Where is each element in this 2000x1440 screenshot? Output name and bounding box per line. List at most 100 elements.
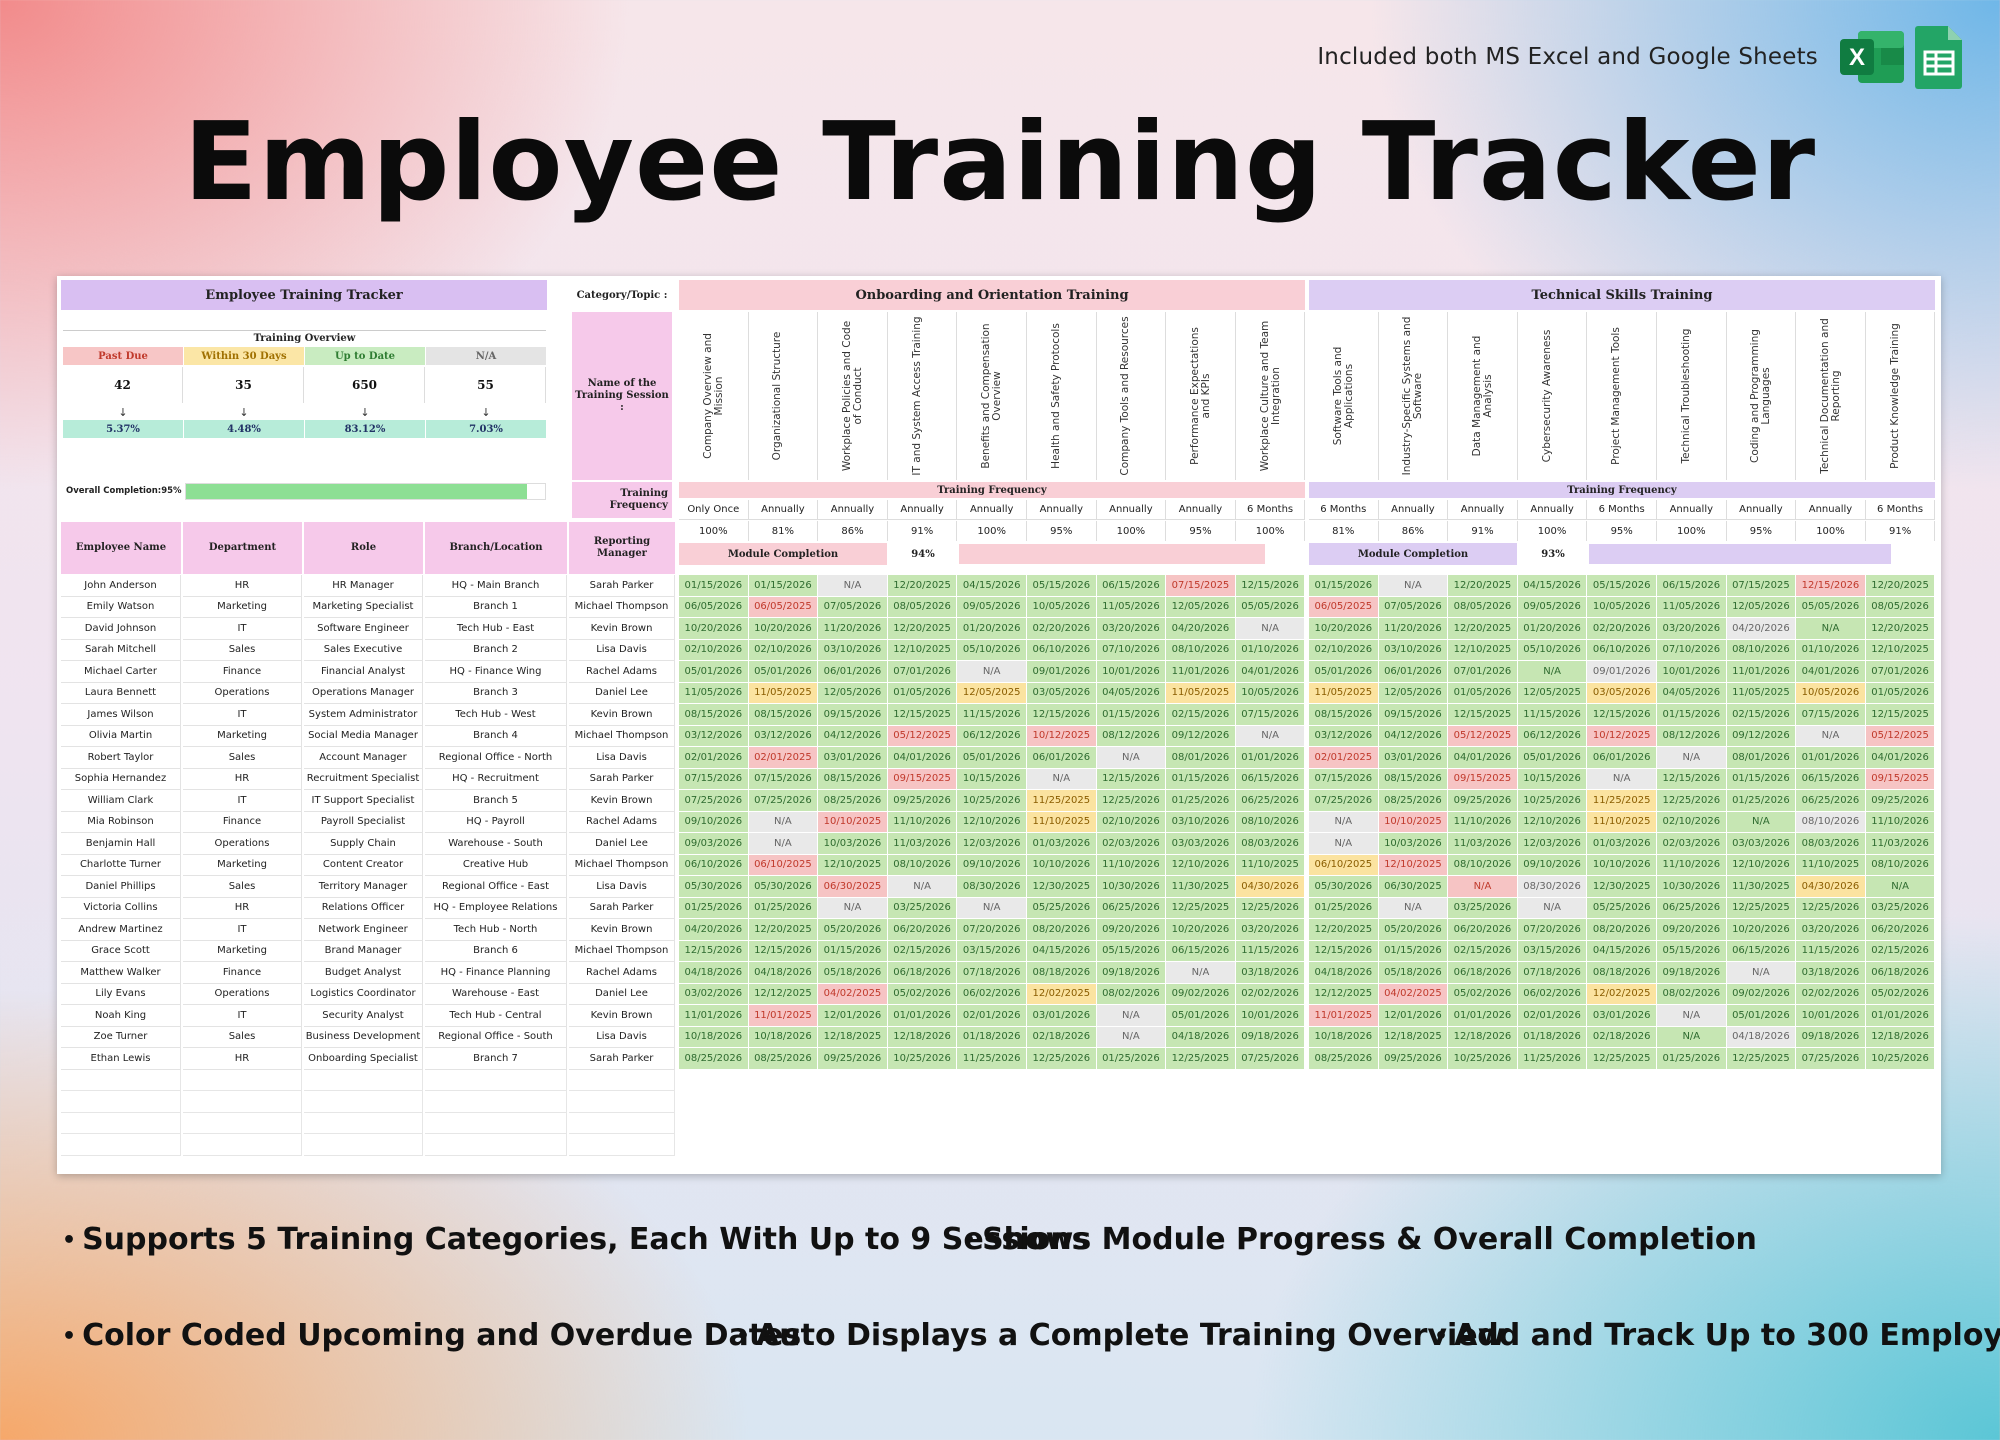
training-date-cell[interactable]: 11/15/2026: [957, 704, 1027, 726]
training-date-cell[interactable]: 09/12/2026: [1166, 725, 1236, 747]
training-date-cell[interactable]: 08/15/2026: [1378, 768, 1449, 790]
training-date-cell[interactable]: 02/10/2026: [1096, 811, 1167, 833]
training-date-cell[interactable]: 01/25/2026: [679, 897, 749, 919]
training-date-cell[interactable]: 08/02/2026: [1096, 983, 1167, 1005]
training-date-cell[interactable]: 12/30/2025: [1027, 876, 1097, 898]
training-date-cell[interactable]: 03/01/2026: [1027, 1005, 1097, 1027]
training-date-cell[interactable]: N/A: [1096, 747, 1167, 769]
training-date-cell[interactable]: 09/12/2026: [1726, 725, 1797, 747]
training-date-cell[interactable]: 09/18/2026: [1235, 1026, 1306, 1048]
training-date-cell[interactable]: 09/05/2026: [957, 596, 1027, 618]
training-date-cell[interactable]: 06/01/2026: [1587, 747, 1657, 769]
training-date-cell[interactable]: 07/25/2026: [1796, 1048, 1866, 1070]
training-date-cell[interactable]: 01/18/2026: [957, 1026, 1027, 1048]
training-date-cell[interactable]: 06/15/2026: [1796, 768, 1866, 790]
training-date-cell[interactable]: 06/02/2026: [1517, 983, 1588, 1005]
training-date-cell[interactable]: 04/12/2026: [1378, 725, 1449, 747]
training-date-cell[interactable]: 02/10/2026: [1657, 811, 1727, 833]
training-date-cell[interactable]: 12/20/2025: [1448, 618, 1518, 640]
training-date-cell[interactable]: 10/25/2026: [887, 1048, 958, 1070]
training-date-cell[interactable]: 08/30/2026: [1517, 876, 1588, 898]
training-date-cell[interactable]: 12/25/2026: [1796, 897, 1866, 919]
training-date-cell[interactable]: 08/10/2026: [1166, 639, 1236, 661]
training-date-cell[interactable]: 02/15/2026: [1726, 704, 1797, 726]
training-date-cell[interactable]: 03/15/2026: [1517, 940, 1588, 962]
training-date-cell[interactable]: 12/15/2026: [1587, 704, 1657, 726]
training-date-cell[interactable]: 12/18/2025: [818, 1026, 888, 1048]
training-date-cell[interactable]: 10/10/2025: [1378, 811, 1449, 833]
training-date-cell[interactable]: 11/10/2025: [1235, 854, 1306, 876]
training-date-cell[interactable]: 11/15/2026: [1517, 704, 1588, 726]
training-date-cell[interactable]: 01/15/2026: [1309, 575, 1379, 597]
training-date-cell[interactable]: 09/15/2025: [887, 768, 958, 790]
training-date-cell[interactable]: 12/01/2026: [818, 1005, 888, 1027]
training-date-cell[interactable]: 07/15/2026: [679, 768, 749, 790]
training-date-cell[interactable]: 12/20/2025: [1309, 919, 1379, 941]
training-date-cell[interactable]: 08/20/2026: [1587, 919, 1657, 941]
training-date-cell[interactable]: 08/03/2026: [1796, 833, 1866, 855]
training-date-cell[interactable]: 08/18/2026: [1027, 962, 1097, 984]
training-date-cell[interactable]: 11/15/2026: [1796, 940, 1866, 962]
training-date-cell[interactable]: 01/25/2026: [1096, 1048, 1167, 1070]
training-date-cell[interactable]: 08/18/2026: [1587, 962, 1657, 984]
training-date-cell[interactable]: 05/01/2026: [1517, 747, 1588, 769]
training-date-cell[interactable]: 04/18/2026: [748, 962, 819, 984]
training-date-cell[interactable]: 08/01/2026: [1166, 747, 1236, 769]
training-date-cell[interactable]: 10/01/2026: [1096, 661, 1167, 683]
training-date-cell[interactable]: 08/20/2026: [1027, 919, 1097, 941]
training-date-cell[interactable]: 07/20/2026: [1517, 919, 1588, 941]
training-date-cell[interactable]: 12/18/2025: [1378, 1026, 1449, 1048]
training-date-cell[interactable]: 07/20/2026: [957, 919, 1027, 941]
training-date-cell[interactable]: 06/15/2026: [1235, 768, 1306, 790]
training-date-cell[interactable]: 05/30/2026: [748, 876, 819, 898]
training-date-cell[interactable]: 11/10/2026: [1657, 854, 1727, 876]
training-date-cell[interactable]: 01/25/2026: [1726, 790, 1797, 812]
training-date-cell[interactable]: N/A: [1726, 811, 1797, 833]
training-date-cell[interactable]: 01/03/2026: [1587, 833, 1657, 855]
training-date-cell[interactable]: 08/30/2026: [957, 876, 1027, 898]
training-date-cell[interactable]: 08/01/2026: [1726, 747, 1797, 769]
training-date-cell[interactable]: 12/15/2026: [748, 940, 819, 962]
training-date-cell[interactable]: 12/01/2026: [1378, 1005, 1449, 1027]
training-date-cell[interactable]: 01/05/2026: [1865, 682, 1936, 704]
training-date-cell[interactable]: 01/15/2026: [1166, 768, 1236, 790]
training-date-cell[interactable]: N/A: [1096, 1005, 1167, 1027]
training-date-cell[interactable]: 10/25/2026: [1517, 790, 1588, 812]
training-date-cell[interactable]: 08/25/2026: [1309, 1048, 1379, 1070]
training-date-cell[interactable]: 11/01/2026: [1166, 661, 1236, 683]
training-date-cell[interactable]: 02/02/2026: [1796, 983, 1866, 1005]
training-date-cell[interactable]: 11/10/2025: [1587, 811, 1657, 833]
training-date-cell[interactable]: 05/15/2026: [1096, 940, 1167, 962]
training-date-cell[interactable]: 11/05/2025: [748, 682, 819, 704]
training-date-cell[interactable]: 07/18/2026: [957, 962, 1027, 984]
training-date-cell[interactable]: 12/05/2025: [957, 682, 1027, 704]
training-date-cell[interactable]: 12/20/2025: [887, 618, 958, 640]
training-date-cell[interactable]: 10/25/2026: [1865, 1048, 1936, 1070]
training-date-cell[interactable]: 08/25/2026: [748, 1048, 819, 1070]
training-date-cell[interactable]: 10/05/2026: [1587, 596, 1657, 618]
training-date-cell[interactable]: 07/15/2025: [1166, 575, 1236, 597]
training-date-cell[interactable]: 12/15/2025: [1448, 704, 1518, 726]
training-date-cell[interactable]: 04/18/2026: [1726, 1026, 1797, 1048]
training-date-cell[interactable]: 10/10/2026: [1587, 854, 1657, 876]
training-date-cell[interactable]: 12/03/2026: [957, 833, 1027, 855]
training-date-cell[interactable]: 06/01/2026: [1027, 747, 1097, 769]
training-date-cell[interactable]: 12/10/2026: [1517, 811, 1588, 833]
training-date-cell[interactable]: 06/30/2025: [818, 876, 888, 898]
training-date-cell[interactable]: 10/18/2026: [1309, 1026, 1379, 1048]
training-date-cell[interactable]: 04/12/2026: [818, 725, 888, 747]
training-date-cell[interactable]: 06/15/2026: [1096, 575, 1167, 597]
training-date-cell[interactable]: 06/10/2026: [679, 854, 749, 876]
training-date-cell[interactable]: 05/10/2026: [957, 639, 1027, 661]
training-date-cell[interactable]: 11/25/2026: [957, 1048, 1027, 1070]
training-date-cell[interactable]: 11/25/2025: [1587, 790, 1657, 812]
training-date-cell[interactable]: 05/12/2025: [1448, 725, 1518, 747]
training-date-cell[interactable]: 12/02/2025: [1587, 983, 1657, 1005]
training-date-cell[interactable]: 03/01/2026: [1378, 747, 1449, 769]
training-date-cell[interactable]: 11/01/2025: [1309, 1005, 1379, 1027]
training-date-cell[interactable]: 06/10/2026: [1027, 639, 1097, 661]
training-date-cell[interactable]: 07/10/2026: [1657, 639, 1727, 661]
training-date-cell[interactable]: 04/30/2026: [1796, 876, 1866, 898]
training-date-cell[interactable]: 04/01/2026: [1865, 747, 1936, 769]
training-date-cell[interactable]: 12/15/2026: [1235, 575, 1306, 597]
